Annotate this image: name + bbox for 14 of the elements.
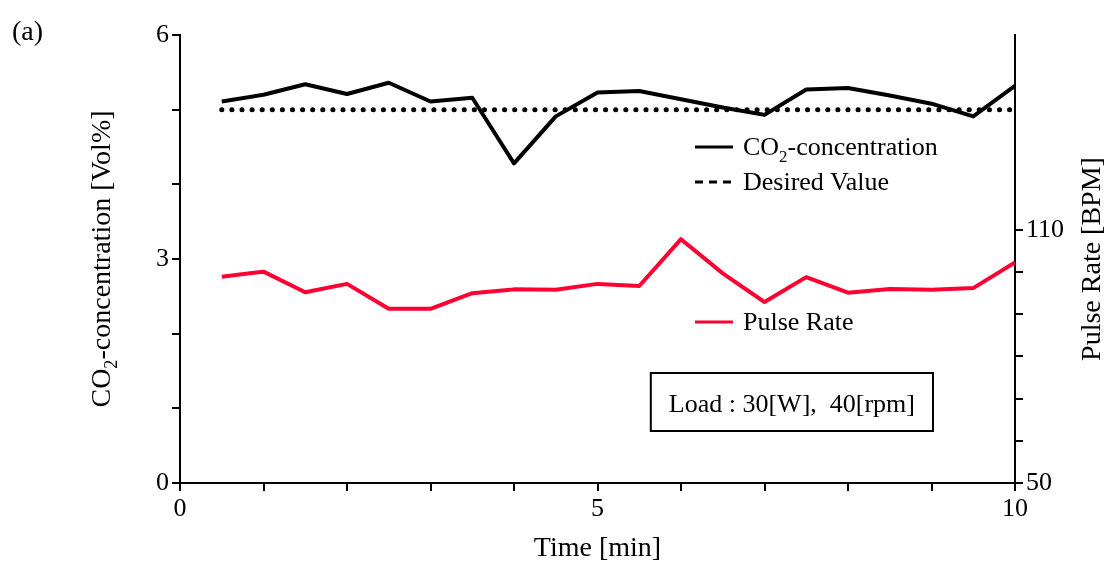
x-axis-title: Time [min] (533, 531, 662, 562)
y-tick-label: 0 (156, 466, 169, 496)
y2-axis-title: Pulse Rate [BPM] (1075, 157, 1106, 361)
y-tick-label: 6 (156, 18, 169, 48)
text: (a) (12, 15, 44, 46)
legend-label: Desired Value (743, 167, 890, 196)
x-tick-label: 5 (591, 493, 604, 523)
legend-label: Pulse Rate (743, 307, 854, 336)
y-axis-title: CO2-concentration [Vol%] (85, 110, 121, 408)
x-tick-label: 10 (1002, 493, 1028, 523)
annotation: Load : 30[W], 40[rpm] (668, 389, 915, 418)
y-tick-label: 3 (156, 242, 169, 272)
y2-tick-label: 50 (1026, 466, 1052, 496)
y2-tick-label: 110 (1026, 213, 1065, 243)
